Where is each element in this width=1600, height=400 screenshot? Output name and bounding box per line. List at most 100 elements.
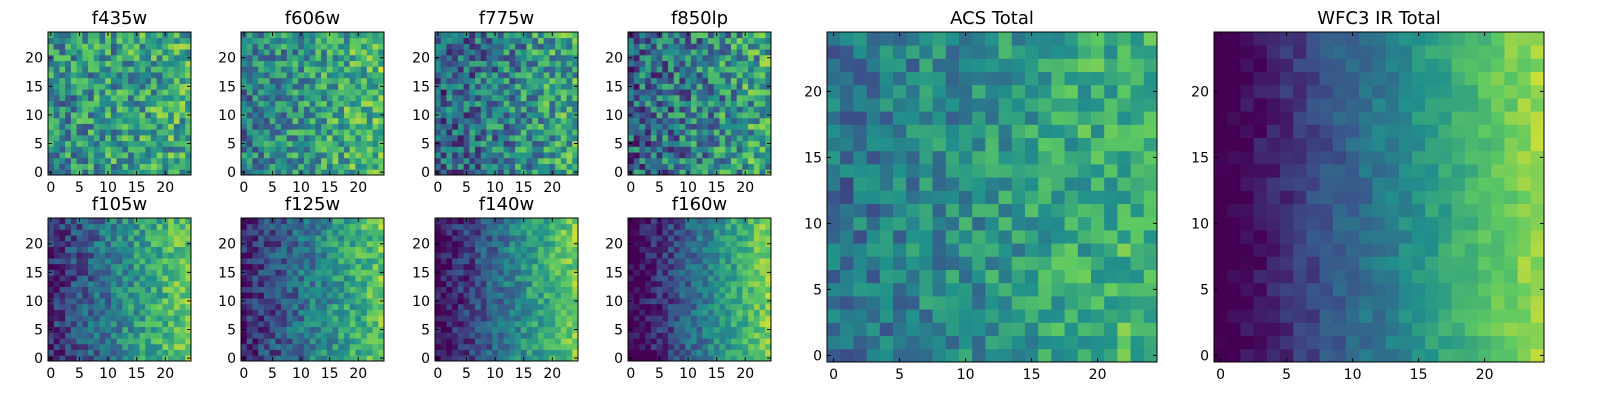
heatmap-cell [853,150,867,165]
heatmap-cell [650,140,657,147]
heatmap-cell [985,177,999,191]
heatmap-cell [258,338,265,345]
heatmap-cell [128,269,135,276]
heatmap-cell [156,252,163,259]
heatmap-cell [116,134,123,142]
heatmap-cell [65,49,72,56]
heatmap-cell [258,117,265,124]
heatmap-cell [725,100,732,107]
heatmap-cell [105,332,112,339]
heatmap-cell [179,235,186,242]
heatmap-cell [526,106,533,113]
heatmap-cell [440,37,447,44]
heatmap-cell [452,298,459,305]
heatmap-cell [116,89,123,96]
heatmap-cell [457,32,464,39]
heatmap-cell [959,111,973,125]
heatmap-cell [246,229,253,236]
heatmap-cell [503,94,510,102]
heatmap-cell [742,157,749,164]
heatmap-cell [702,117,709,124]
heatmap-cell [753,146,760,153]
heatmap-cell [486,49,493,56]
heatmap-cell [258,123,265,130]
heatmap-cell [168,60,175,67]
heatmap-cell [53,134,60,142]
heatmap-cell [281,66,288,73]
heatmap-cell [730,140,738,147]
heatmap-cell [503,169,510,176]
heatmap-cell [497,89,505,96]
heatmap-cell [372,140,379,147]
heatmap-cell [76,49,83,56]
heatmap-cell [82,123,89,130]
x-tick-label: 5 [655,180,664,196]
heatmap-cell [1064,256,1079,270]
heatmap-cell [765,94,772,102]
heatmap-cell [713,60,720,67]
heatmap-cell [309,169,316,176]
heatmap-cell [99,355,106,362]
heatmap-cell [173,106,180,113]
heatmap-cell [156,263,163,270]
heatmap-cell [65,229,72,236]
heatmap-cell [321,332,328,339]
heatmap-cell [1130,243,1145,257]
heatmap-cell [475,49,482,56]
heatmap-cell [338,229,345,236]
heatmap-cell [1025,256,1039,270]
heatmap-cell [520,157,527,164]
heatmap-cell [133,315,140,322]
heatmap-cell [105,49,112,56]
heatmap-cell [150,72,158,79]
heatmap-cell [480,89,487,96]
heatmap-cell [349,152,356,159]
heatmap-cell [275,355,282,362]
heatmap-cell [150,303,158,310]
heatmap-cell [742,129,749,136]
heatmap-cell [457,106,464,113]
heatmap-cell [286,269,293,276]
heatmap-cell [463,275,470,282]
heatmap-cell [76,83,83,90]
heatmap-cell [879,335,894,350]
heatmap-cell [1143,309,1158,323]
heatmap-cell [292,106,299,113]
heatmap-cell [1130,322,1145,336]
heatmap-cell [1077,177,1092,191]
heatmap-cell [361,112,368,119]
heatmap-cell [292,303,299,310]
heatmap-cell [372,123,379,130]
heatmap-cell [452,275,459,282]
heatmap-cell [263,332,270,339]
heatmap-cell [879,203,894,218]
heatmap-cell [532,146,539,153]
heatmap-cell [105,349,112,356]
heatmap-cell [298,89,305,96]
heatmap-cell [59,37,66,44]
heatmap-cell [326,43,333,50]
heatmap-cell [945,32,960,46]
heatmap-cell [53,349,60,356]
heatmap-cell [1038,124,1052,138]
heatmap-cell [555,286,562,293]
heatmap-cell [537,129,545,136]
heatmap-cell [105,72,112,79]
heatmap-cell [759,134,766,142]
heatmap-cell [893,58,907,72]
heatmap-cell [526,275,533,282]
heatmap-cell [275,94,282,102]
heatmap-cell [492,298,499,305]
heatmap-cell [185,163,192,170]
heatmap-cell [572,32,579,39]
heatmap-cell [338,146,345,153]
heatmap-cell [668,49,675,56]
heatmap-cell [452,66,459,73]
heatmap-cell [463,134,470,142]
heatmap-cell [906,190,920,204]
heatmap-cell [440,315,447,322]
heatmap-cell [59,140,66,147]
heatmap-cell [748,112,755,119]
heatmap-cell [110,37,118,44]
heatmap-cell [116,54,123,61]
